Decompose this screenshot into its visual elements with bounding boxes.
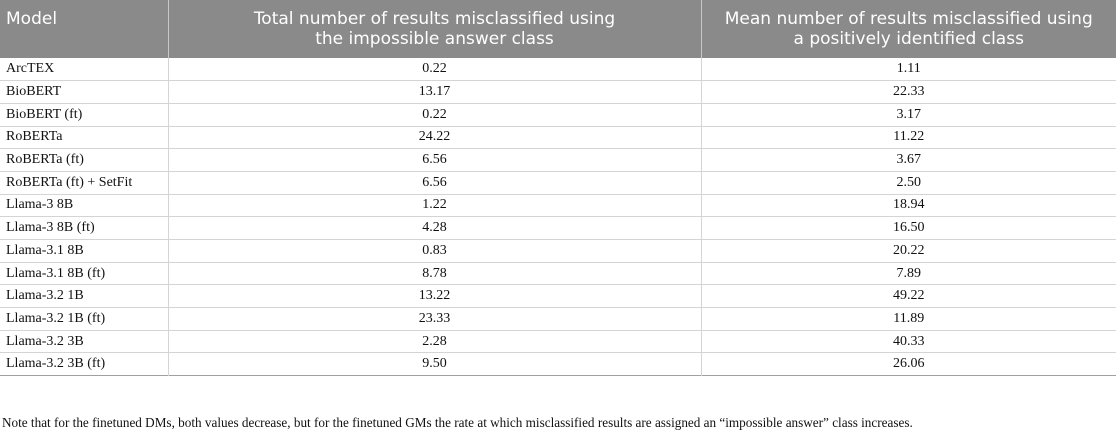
model-cell: RoBERTa (ft) bbox=[0, 148, 169, 172]
table-row: RoBERTa (ft) 6.56 3.67 bbox=[0, 148, 1116, 172]
model-cell: RoBERTa bbox=[0, 126, 169, 149]
model-cell: BioBERT (ft) bbox=[0, 103, 169, 127]
header-impossible-line1: Total number of results misclassified us… bbox=[253, 9, 616, 29]
header-row: Model Total number of results misclassif… bbox=[0, 0, 1116, 58]
model-cell: Llama-3.1 8B (ft) bbox=[0, 262, 169, 285]
model-cell: ArcTEX bbox=[0, 58, 169, 81]
impossible-cell: 0.22 bbox=[168, 58, 702, 81]
table-row: BioBERT (ft) 0.22 3.17 bbox=[0, 103, 1116, 127]
table-row: RoBERTa (ft) + SetFit 6.56 2.50 bbox=[0, 171, 1116, 195]
impossible-cell: 8.78 bbox=[168, 262, 702, 285]
table-row: Llama-3.2 3B (ft) 9.50 26.06 bbox=[0, 352, 1116, 376]
header-impossible-class: Total number of results misclassified us… bbox=[168, 0, 702, 58]
positive-cell: 11.89 bbox=[893, 310, 925, 326]
positive-cell: 3.17 bbox=[896, 106, 922, 122]
positive-cell: 7.89 bbox=[896, 265, 922, 281]
positive-cell: 40.33 bbox=[893, 333, 925, 349]
header-positive-class: Mean number of results misclassified usi… bbox=[701, 0, 1116, 58]
results-table: Model Total number of results misclassif… bbox=[0, 0, 1116, 376]
positive-cell: 3.67 bbox=[896, 152, 922, 168]
header-positive-line1: Mean number of results misclassified usi… bbox=[724, 9, 1093, 29]
model-cell: Llama-3.1 8B bbox=[0, 239, 169, 263]
header-impossible-line2: the impossible answer class bbox=[315, 29, 554, 49]
impossible-cell: 0.22 bbox=[168, 103, 702, 127]
positive-cell: 16.50 bbox=[893, 220, 925, 236]
table-row: Llama-3.2 3B 2.28 40.33 bbox=[0, 330, 1116, 353]
table-row: Llama-3.2 1B 13.22 49.22 bbox=[0, 284, 1116, 308]
table-row: Llama-3.1 8B 0.83 20.22 bbox=[0, 239, 1116, 263]
model-cell: BioBERT bbox=[0, 80, 169, 104]
impossible-cell: 6.56 bbox=[168, 171, 702, 195]
positive-cell: 1.11 bbox=[896, 61, 921, 77]
impossible-cell: 23.33 bbox=[168, 307, 702, 331]
positive-cell: 49.22 bbox=[893, 288, 925, 304]
impossible-cell: 13.17 bbox=[168, 80, 702, 104]
positive-cell: 20.22 bbox=[893, 242, 925, 258]
positive-cell: 22.33 bbox=[893, 84, 925, 100]
table-header: Model Total number of results misclassif… bbox=[0, 0, 1116, 58]
impossible-cell: 2.28 bbox=[168, 330, 702, 353]
model-cell: Llama-3.2 3B (ft) bbox=[0, 352, 169, 376]
table-body: ArcTEX 0.22 1.11 BioBERT 13.17 22.33 Bio… bbox=[0, 58, 1116, 376]
positive-cell: 18.94 bbox=[893, 197, 925, 213]
model-cell: RoBERTa (ft) + SetFit bbox=[0, 171, 169, 195]
impossible-cell: 24.22 bbox=[168, 126, 702, 149]
table-row: Llama-3.2 1B (ft) 23.33 11.89 bbox=[0, 307, 1116, 331]
table-note: Note that for the finetuned DMs, both va… bbox=[2, 415, 913, 430]
impossible-cell: 0.83 bbox=[168, 239, 702, 263]
model-cell: Llama-3.2 1B (ft) bbox=[0, 307, 169, 331]
results-table-container: Model Total number of results misclassif… bbox=[0, 0, 1116, 376]
header-model-label: Model bbox=[6, 9, 58, 29]
table-row: BioBERT 13.17 22.33 bbox=[0, 80, 1116, 104]
impossible-cell: 9.50 bbox=[168, 352, 702, 376]
model-cell: Llama-3.2 1B bbox=[0, 284, 169, 308]
positive-cell: 11.22 bbox=[893, 129, 925, 145]
positive-cell: 26.06 bbox=[893, 356, 925, 372]
table-row: Llama-3 8B (ft) 4.28 16.50 bbox=[0, 216, 1116, 240]
header-positive-line2: a positively identified class bbox=[793, 29, 1024, 49]
impossible-cell: 13.22 bbox=[168, 284, 702, 308]
header-model: Model bbox=[0, 0, 169, 58]
table-row: ArcTEX 0.22 1.11 bbox=[0, 58, 1116, 81]
positive-cell: 2.50 bbox=[896, 174, 922, 190]
model-cell: Llama-3.2 3B bbox=[0, 330, 169, 353]
table-row: Llama-3 8B 1.22 18.94 bbox=[0, 194, 1116, 217]
table-row: RoBERTa 24.22 11.22 bbox=[0, 126, 1116, 149]
impossible-cell: 4.28 bbox=[168, 216, 702, 240]
model-cell: Llama-3 8B (ft) bbox=[0, 216, 169, 240]
impossible-cell: 1.22 bbox=[168, 194, 702, 217]
impossible-cell: 6.56 bbox=[168, 148, 702, 172]
model-cell: Llama-3 8B bbox=[0, 194, 169, 217]
table-row: Llama-3.1 8B (ft) 8.78 7.89 bbox=[0, 262, 1116, 285]
